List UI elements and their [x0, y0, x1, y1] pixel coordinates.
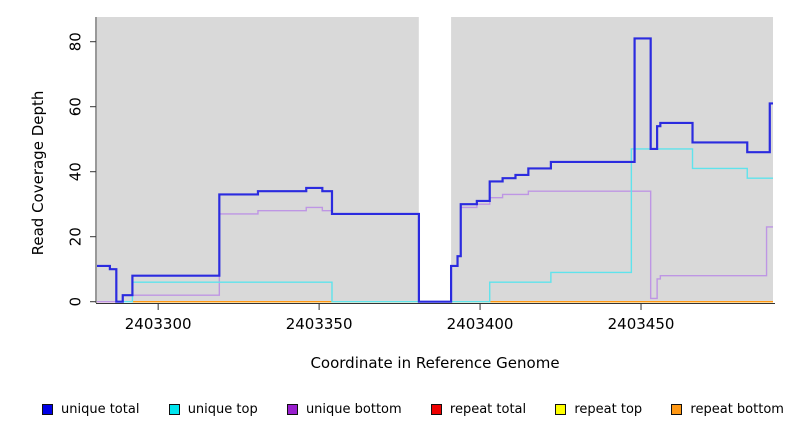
- legend-label: unique top: [187, 401, 258, 417]
- x-axis-title: Coordinate in Reference Genome: [310, 354, 560, 372]
- legend-swatch-icon: [555, 403, 567, 415]
- x-tick-label: 2403350: [286, 315, 353, 333]
- legend-item-unique-bottom: unique bottom: [286, 401, 402, 417]
- legend-item-repeat-bottom: repeat bottom: [671, 402, 784, 417]
- legend-item-repeat-top: repeat top: [555, 402, 642, 417]
- y-tick-label: 80: [67, 32, 85, 51]
- legend-swatch-icon: [671, 403, 683, 415]
- plot-band-0: [97, 17, 419, 302]
- legend-label: unique bottom: [305, 401, 402, 417]
- y-tick-label: 20: [67, 227, 85, 246]
- legend-label: unique total: [61, 401, 140, 417]
- plot-band-2: [451, 17, 773, 302]
- legend-swatch-icon: [42, 403, 53, 415]
- y-tick-label: 60: [67, 97, 85, 116]
- legend: unique total unique top unique bottom repea…: [42, 398, 784, 420]
- legend-item-unique-total: unique total: [42, 402, 139, 417]
- x-tick-label: 2403300: [125, 315, 192, 333]
- series-line-unique-total: [97, 37, 773, 303]
- legend-item-unique-top: unique top: [168, 401, 258, 417]
- y-axis-title: Read Coverage Depth: [29, 90, 47, 256]
- x-tick-label: 2403450: [608, 315, 675, 333]
- legend-label: repeat bottom: [690, 401, 784, 417]
- y-tick-label: 0: [67, 297, 85, 307]
- legend-swatch-icon: [286, 403, 298, 415]
- plot-band-1: [418, 17, 452, 302]
- legend-item-repeat-total: repeat total: [430, 401, 527, 417]
- legend-label: repeat total: [449, 401, 527, 417]
- legend-label: repeat top: [574, 401, 643, 417]
- legend-swatch-icon: [430, 403, 442, 415]
- x-tick-label: 2403400: [447, 315, 514, 333]
- legend-swatch-icon: [168, 403, 180, 415]
- y-tick-label: 40: [67, 162, 85, 181]
